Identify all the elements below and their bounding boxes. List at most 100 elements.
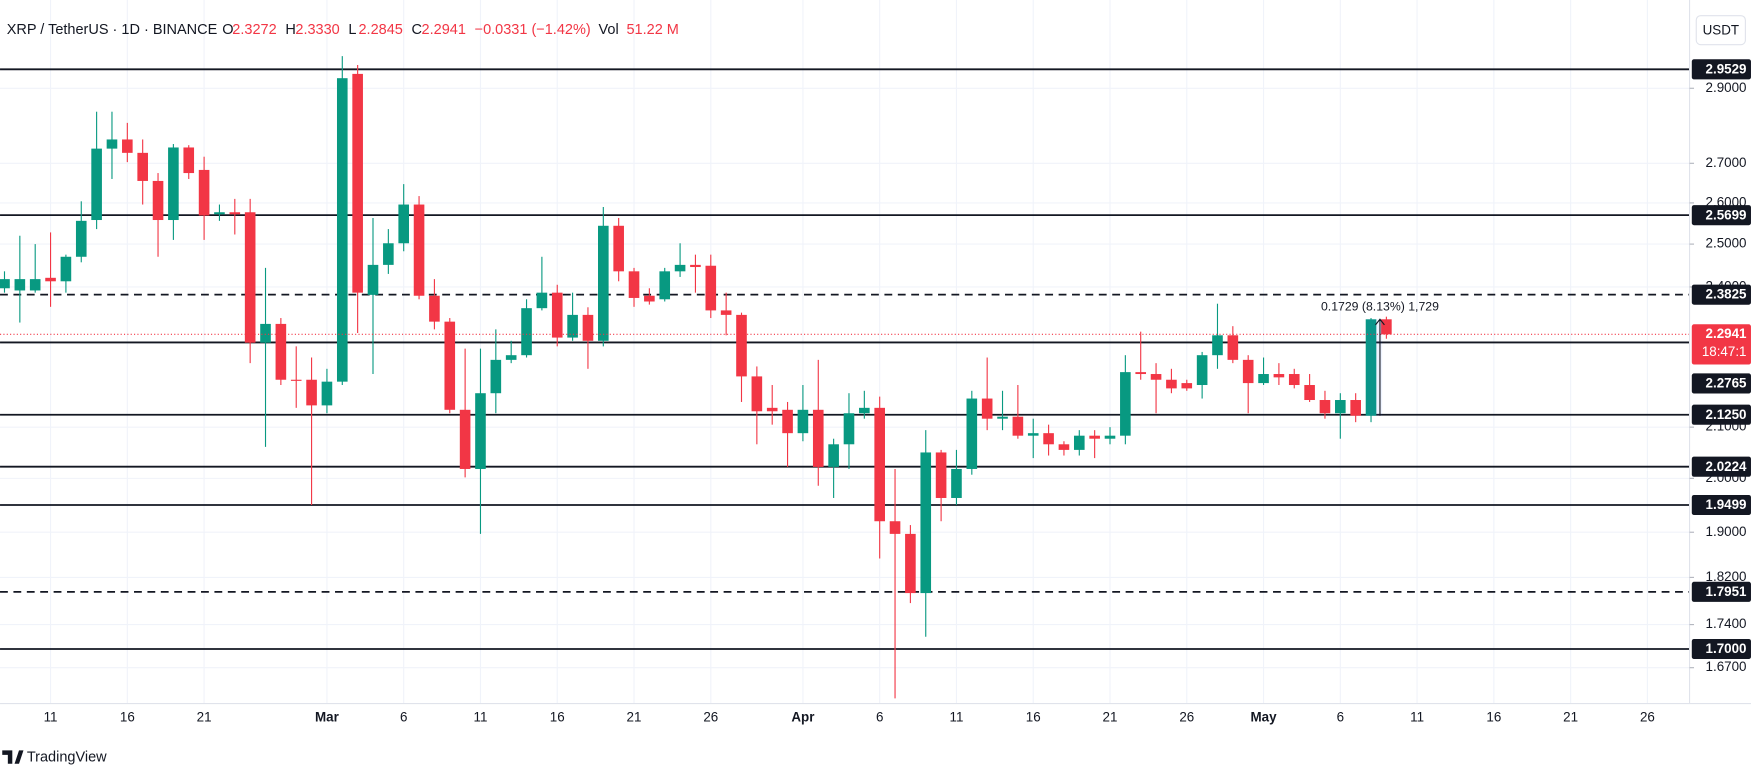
candle-body (628, 271, 640, 298)
measure-arrow (1375, 318, 1385, 326)
candle-body (106, 139, 118, 149)
candle-body (152, 180, 164, 221)
level-label-box (1691, 494, 1751, 516)
x-tick-label: 6 (1337, 710, 1344, 725)
currency-box[interactable] (1695, 15, 1746, 46)
level-label-box (1691, 581, 1751, 602)
y-tick-label: 2.7000 (1706, 155, 1747, 170)
candle-body (843, 413, 855, 445)
brand: TradingView (2, 749, 107, 765)
candle-body (1120, 372, 1131, 436)
currency[interactable]: USDT (1703, 22, 1739, 37)
candle-body (183, 147, 195, 174)
candle-body (1273, 374, 1285, 378)
candle-body (859, 407, 870, 414)
candle-body (1073, 435, 1085, 450)
measure-area (1366, 319, 1383, 416)
candle-body (306, 379, 317, 406)
candle-body (429, 295, 440, 322)
candle-body (1319, 400, 1331, 414)
candle-body (14, 279, 26, 291)
x-tick-label: 11 (950, 710, 964, 725)
candle-body (889, 521, 901, 534)
x-tick-label: 11 (474, 710, 488, 725)
candle-body (229, 212, 241, 215)
candle-body (521, 308, 532, 356)
candle-body (60, 256, 72, 282)
candle-body (336, 78, 348, 382)
candle-body (567, 314, 578, 338)
candle-body (321, 381, 333, 406)
candle-body (1350, 400, 1361, 416)
level-label: 2.5699 (1706, 207, 1747, 222)
x-tick-label: 16 (1026, 710, 1041, 725)
level-label: 2.3825 (1706, 287, 1748, 302)
candle-body (168, 147, 179, 221)
candle-body (1150, 374, 1162, 380)
ohlc-value: 2.2941 (422, 22, 466, 38)
candle-body (766, 407, 778, 412)
candle-body (874, 407, 885, 522)
y-tick-label: 2.9000 (1706, 80, 1747, 95)
candle-body (1027, 433, 1039, 436)
volume-key: Vol (599, 22, 619, 38)
candle-body (1089, 435, 1100, 439)
candle-body (659, 271, 671, 300)
x-tick-label: Apr (791, 710, 815, 725)
candle-body (690, 264, 701, 268)
candle-body (935, 452, 947, 498)
candle-body (1242, 359, 1254, 384)
brand-logo (2, 750, 24, 764)
candle-body (782, 409, 793, 434)
x-tick-label: 26 (703, 710, 718, 725)
candle-body (1104, 435, 1116, 439)
candle-body (1196, 355, 1208, 386)
level-label: 2.2765 (1706, 376, 1748, 391)
candle-body (244, 212, 256, 343)
x-tick-label: 11 (1410, 710, 1424, 725)
candle-body (398, 204, 410, 244)
y-tick-label: 1.9000 (1706, 524, 1747, 539)
level-label: 1.7000 (1706, 641, 1747, 656)
candle-body (490, 359, 502, 394)
candle-body (260, 323, 271, 343)
candle-body (905, 533, 916, 594)
ohlc-key: C (412, 22, 422, 38)
level-label: 2.1250 (1706, 407, 1747, 422)
candle-body (551, 292, 563, 338)
candle-body (674, 264, 686, 272)
volume: 51.22 M (626, 22, 678, 38)
grid (0, 0, 1690, 704)
candle-body (383, 243, 394, 265)
candle-body (275, 323, 287, 380)
level-label-box (1691, 456, 1751, 477)
candle-body (1381, 319, 1392, 335)
candle-body (705, 265, 717, 311)
candle-body (736, 314, 747, 377)
candle-body (1058, 444, 1070, 450)
level-label-box (1691, 404, 1751, 425)
y-tick-label: 1.8200 (1706, 569, 1747, 584)
measure-label: 0.1729 (8.13%) 1,729 (1321, 299, 1439, 313)
currency-button[interactable]: USDT (1695, 15, 1746, 46)
x-tick-label: 21 (1563, 710, 1578, 725)
level-label: 1.9499 (1706, 497, 1747, 512)
candle-body (1181, 383, 1193, 389)
candle-body (91, 148, 102, 221)
candle-body (198, 169, 210, 216)
last-price-box (1691, 324, 1751, 365)
y-tick-label: 2.5000 (1706, 236, 1747, 251)
candle-body (598, 225, 609, 341)
x-tick-label: 11 (44, 710, 58, 725)
level-label: 2.9529 (1706, 61, 1747, 76)
candle-body (613, 225, 624, 272)
candle-body (751, 376, 763, 412)
level-label-box (1691, 284, 1751, 305)
candle-body (644, 295, 655, 302)
x-tick-label: 16 (1486, 710, 1501, 725)
candle-body (536, 292, 548, 309)
candle-body (1166, 379, 1177, 389)
candle-body (981, 398, 993, 419)
candle-body (367, 264, 379, 295)
